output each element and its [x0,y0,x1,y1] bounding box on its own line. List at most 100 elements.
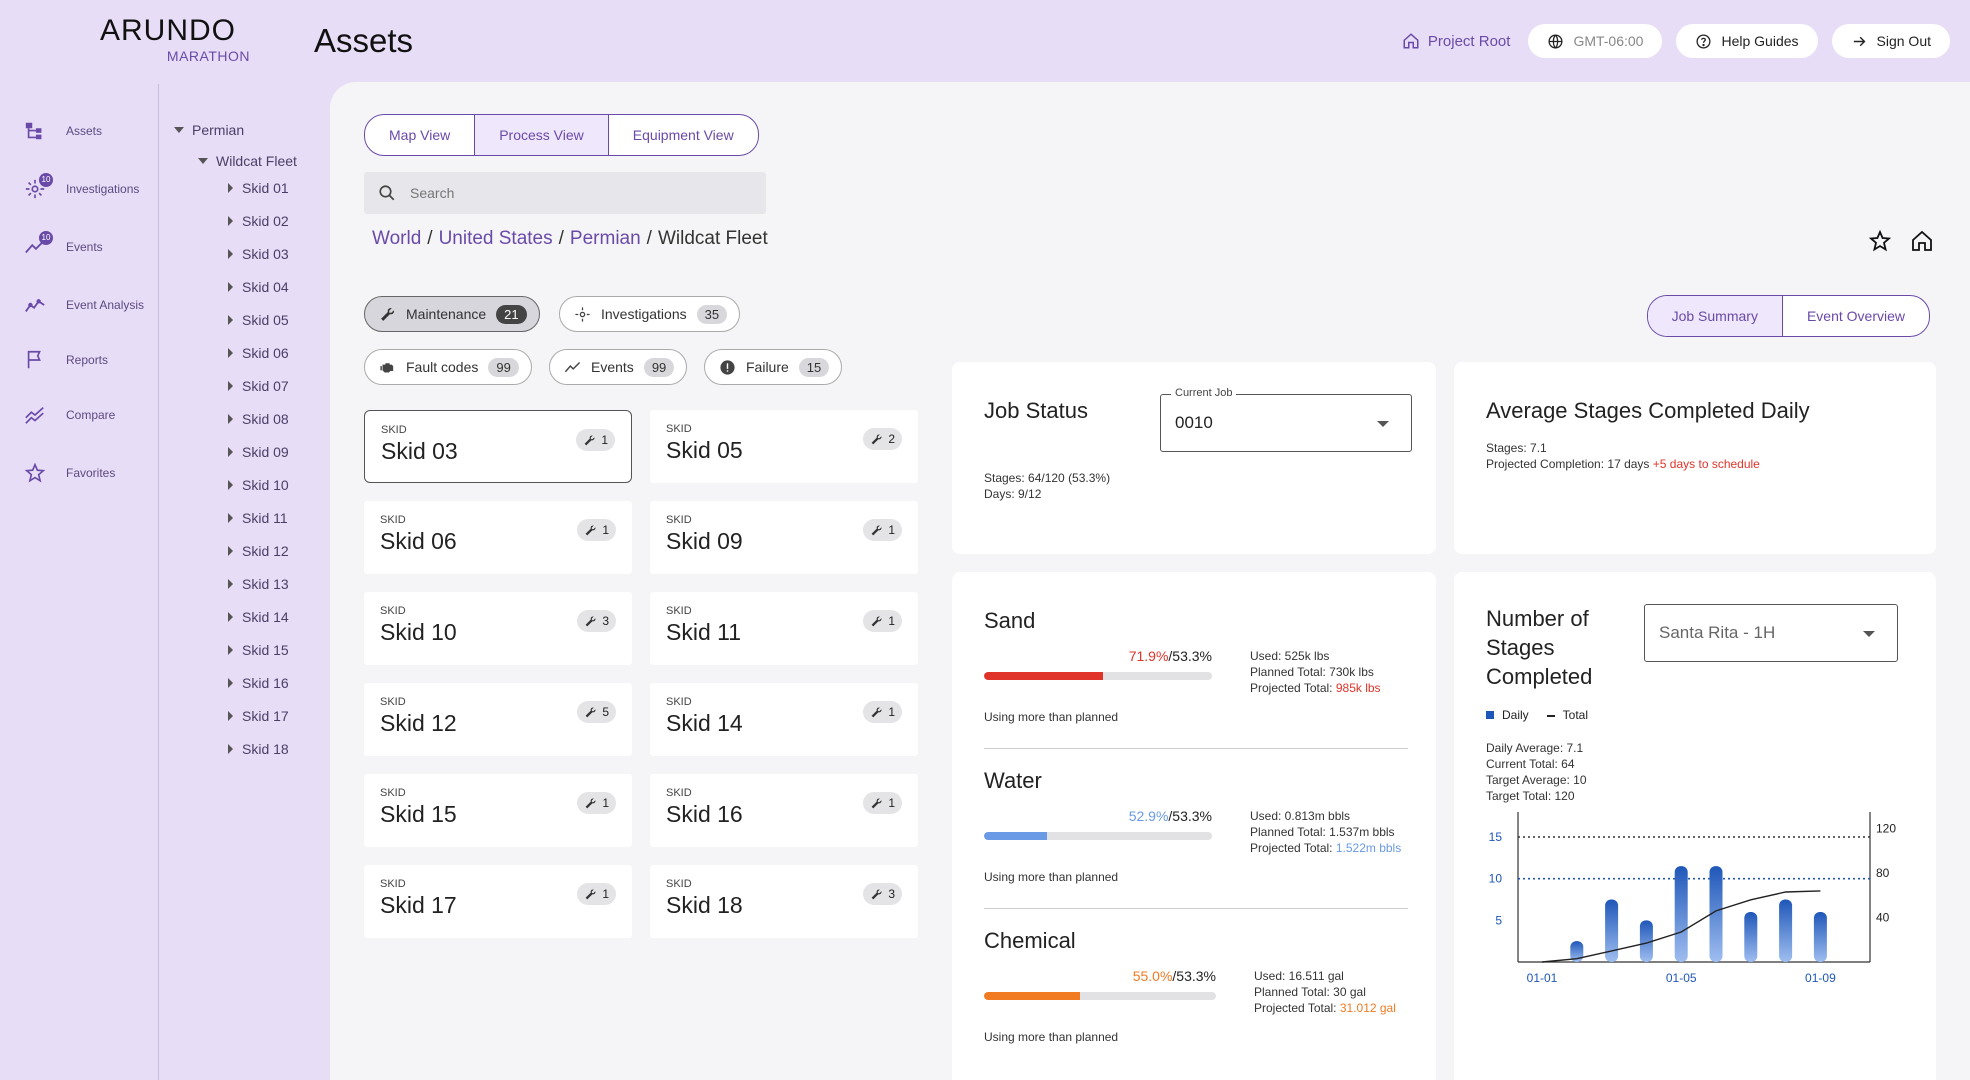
resource-planned: Planned Total: 730k lbs [1250,665,1374,679]
project-root-link[interactable]: Project Root [1402,32,1510,50]
filter-label: Fault codes [406,359,479,375]
skid-card[interactable]: SKID Skid 09 1 [650,501,918,574]
well-select[interactable]: Santa Rita - 1H [1644,604,1898,662]
flag-icon [24,349,46,371]
resource-target-pct: /53.3% [1168,808,1212,824]
current-job-select[interactable]: Current Job 0010 [1160,387,1412,452]
tab-map-view[interactable]: Map View [365,115,476,155]
legend-total-label: Total [1562,708,1589,722]
job-days: Days: 9/12 [984,487,1042,501]
tree-node-skid[interactable]: Skid 02 [228,213,289,229]
daily-bar [1709,866,1723,962]
skid-card[interactable]: SKID Skid 10 3 [364,592,632,665]
skid-card[interactable]: SKID Skid 16 1 [650,774,918,847]
resource-progress-fill [984,832,1047,840]
resource-title: Sand [984,608,1036,633]
chevron-right-icon [228,282,233,292]
tree-node-skid[interactable]: Skid 13 [228,576,289,592]
resource-planned: Planned Total: 30 gal [1254,985,1366,999]
sidebar-item-event-analysis[interactable]: Event Analysis [24,294,144,316]
sidebar-item-compare[interactable]: Compare [24,404,115,426]
y-tick-label-right: 40 [1876,911,1890,925]
wrench-icon [585,616,596,626]
home-icon[interactable] [1910,229,1934,253]
sidebar-item-assets[interactable]: Assets [24,120,102,142]
chevron-right-icon [228,348,233,358]
breadcrumb-permian[interactable]: Permian [569,228,641,249]
current-job-value: 0010 [1175,413,1213,432]
maintenance-count-value: 2 [888,432,895,446]
daily-bar [1744,912,1758,962]
tree-node-skid[interactable]: Skid 08 [228,411,289,427]
skid-type: SKID [380,787,406,799]
title-line: Stages [1486,635,1555,660]
filter-fault-codes[interactable]: Fault codes 99 [364,349,532,385]
tree-node-skid[interactable]: Skid 07 [228,378,289,394]
tree-node-label: Skid 05 [242,312,289,328]
sidebar-divider [158,84,159,1080]
sidebar-item-events[interactable]: 10 Events [24,231,103,258]
investigations-badge: 10 [39,173,53,187]
tree-node-skid[interactable]: Skid 04 [228,279,289,295]
resource-note: Using more than planned [984,1030,1119,1044]
sidebar-item-investigations[interactable]: 10 Investigations [24,173,139,200]
skid-card[interactable]: SKID Skid 03 1 [364,410,632,483]
tree-node-skid[interactable]: Skid 14 [228,609,289,625]
page-title: Assets [314,22,414,59]
tree-node-skid[interactable]: Skid 06 [228,345,289,361]
tree-node-skid[interactable]: Skid 03 [228,246,289,262]
filter-investigations[interactable]: Investigations 35 [559,296,741,332]
skid-type: SKID [666,787,692,799]
filter-maintenance[interactable]: Maintenance 21 [364,296,540,332]
help-guides-button[interactable]: Help Guides [1676,24,1818,58]
compare-icon [24,404,46,426]
tree-node-skid[interactable]: Skid 17 [228,708,289,724]
avg-stages-title: Average Stages Completed Daily [1486,398,1810,423]
tree-node-skid[interactable]: Skid 15 [228,642,289,658]
tree-node-skid[interactable]: Skid 01 [228,180,289,196]
tab-equipment-view[interactable]: Equipment View [632,127,734,143]
wrench-icon [871,798,882,808]
filter-events[interactable]: Events 99 [549,349,688,385]
skid-card[interactable]: SKID Skid 05 2 [650,410,918,483]
breadcrumb-united-states[interactable]: United States [438,228,553,249]
analysis-icon [24,294,46,316]
skid-card[interactable]: SKID Skid 14 1 [650,683,918,756]
resource-note: Using more than planned [984,710,1119,724]
filter-label: Failure [746,359,789,375]
tree-node-skid[interactable]: Skid 12 [228,543,289,559]
tree-node-skid[interactable]: Skid 11 [228,510,288,526]
job-stages: Stages: 64/120 (53.3%) [984,471,1111,485]
favorite-star-icon[interactable] [1868,229,1892,253]
skid-card[interactable]: SKID Skid 12 5 [364,683,632,756]
tree-node-skid[interactable]: Skid 16 [228,675,289,691]
skid-card[interactable]: SKID Skid 15 1 [364,774,632,847]
tree-node-wildcat-fleet[interactable]: Wildcat Fleet [198,153,297,169]
breadcrumb-world[interactable]: World [372,228,422,249]
tab-job-summary[interactable]: Job Summary [1647,296,1783,336]
search-input[interactable] [410,185,730,201]
sign-out-button[interactable]: Sign Out [1831,24,1950,58]
filter-count: 15 [798,357,830,377]
sidebar-item-favorites[interactable]: Favorites [24,462,115,484]
tab-event-overview[interactable]: Event Overview [1806,308,1905,324]
skid-card[interactable]: SKID Skid 17 1 [364,865,632,938]
events-trend-icon [564,361,581,372]
filter-failure[interactable]: Failure 15 [704,349,843,385]
resource-stats: Used: 0.813m bbls Planned Total: 1.537m … [1250,808,1401,856]
star-icon [24,462,46,484]
daily-bar [1605,899,1619,962]
tree-node-skid[interactable]: Skid 18 [228,741,289,757]
resource-projected-label: Projected Total: [1250,841,1333,855]
skid-card[interactable]: SKID Skid 18 3 [650,865,918,938]
tree-node-skid[interactable]: Skid 09 [228,444,289,460]
sidebar-item-reports[interactable]: Reports [24,349,108,371]
tree-node-permian[interactable]: Permian [174,122,244,138]
tab-process-view[interactable]: Process View [475,115,609,155]
tree-node-skid[interactable]: Skid 10 [228,477,289,493]
timezone-button[interactable]: GMT-06:00 [1528,24,1663,58]
resource-planned: Planned Total: 1.537m bbls [1250,825,1395,839]
skid-card[interactable]: SKID Skid 11 1 [650,592,918,665]
tree-node-skid[interactable]: Skid 05 [228,312,289,328]
skid-card[interactable]: SKID Skid 06 1 [364,501,632,574]
